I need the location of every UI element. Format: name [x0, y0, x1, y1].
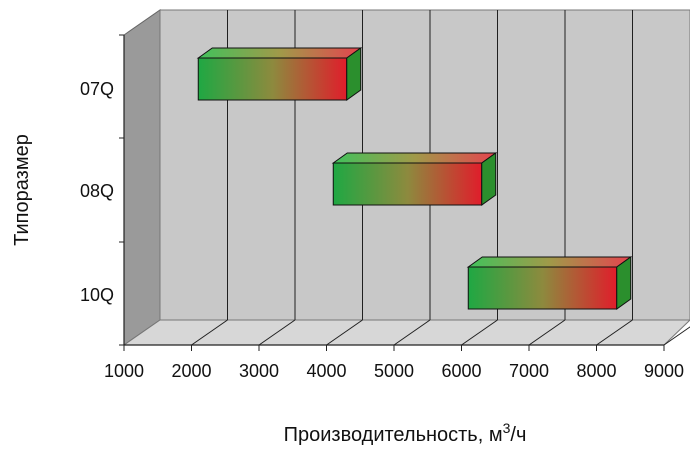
range-bar-front: [197, 57, 348, 101]
x-tick-label: 8000: [576, 361, 616, 381]
x-tick-label: 2000: [171, 361, 211, 381]
range-bar: [466, 256, 633, 310]
range-bar: [196, 47, 363, 101]
x-tick-label: 1000: [104, 361, 144, 381]
x-grid-line-floor: [393, 319, 431, 346]
y-tick-label: 10Q: [80, 285, 114, 305]
y-axis-label: Типоразмер: [11, 134, 33, 246]
x-tick-label: 4000: [306, 361, 346, 381]
y-tick-label: 07Q: [80, 79, 114, 99]
range-bar-top: [331, 152, 498, 164]
x-tick-label: 7000: [509, 361, 549, 381]
x-grid-line-floor: [596, 319, 633, 346]
x-axis-label-main: Производительность, м: [284, 424, 503, 446]
range-bar: [331, 152, 498, 206]
x-axis-label-tail: /ч: [510, 424, 526, 446]
range-bar-top: [466, 256, 633, 268]
x-tick-label: 5000: [374, 361, 414, 381]
x-grid-line-floor: [461, 319, 498, 346]
x-tick-label: 9000: [644, 361, 684, 381]
x-axis-label: Производительность, м3/ч: [284, 420, 527, 446]
bars: [196, 47, 633, 310]
x-grid-line-floor: [663, 326, 690, 346]
x-grid-line-floor: [326, 319, 363, 346]
x-grid-line-floor: [258, 319, 296, 346]
range-bar-side: [481, 152, 497, 206]
x-grid-line-floor: [528, 319, 566, 346]
range-bar-side: [346, 47, 362, 101]
x-axis-label-sup: 3: [503, 420, 511, 436]
x-tick-label: 6000: [441, 361, 481, 381]
range-bar-front: [467, 266, 618, 310]
range-bar-side: [616, 256, 632, 310]
side-wall: [123, 9, 161, 346]
y-tick-label: 08Q: [80, 181, 114, 201]
x-grid-line-floor: [191, 319, 228, 346]
range-bar-front: [332, 162, 483, 206]
axes: [119, 34, 665, 351]
range-bar-top: [196, 47, 363, 59]
x-tick-label: 3000: [239, 361, 279, 381]
tick-labels: 1000 2000 3000 4000 5000 6000 7000 8000 9000 07Q 0…: [80, 79, 684, 381]
